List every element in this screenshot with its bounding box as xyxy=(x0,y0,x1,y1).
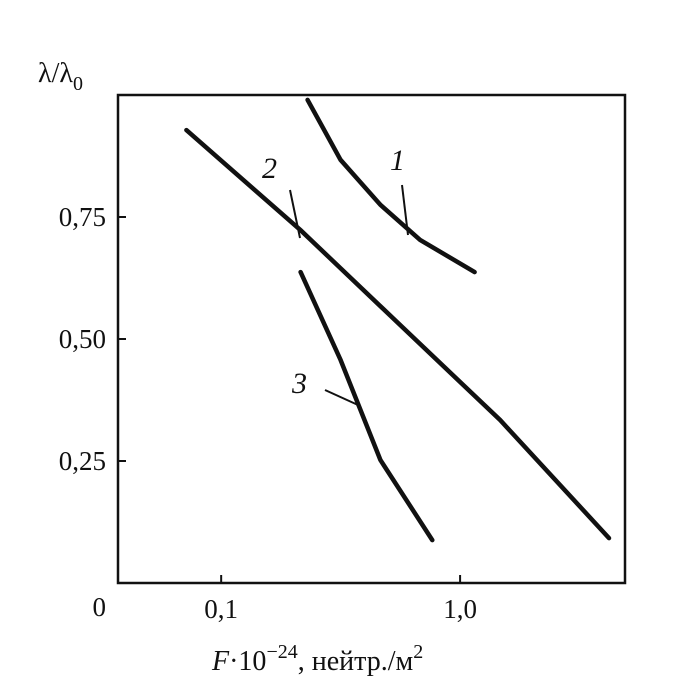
x-axis-label: F·10−24, нейтр./м2 xyxy=(211,641,423,677)
y-tick-label: 0 xyxy=(93,592,107,622)
x-tick-label: 0,1 xyxy=(204,594,238,624)
x-label-sup: −24 xyxy=(266,641,297,663)
series-label: 1 xyxy=(390,144,405,177)
y-label-sub: 0 xyxy=(73,73,83,95)
y-label-main: λ/λ xyxy=(38,58,73,89)
line-series xyxy=(184,127,612,541)
y-axis-label: λ/λ0 xyxy=(38,58,83,95)
x-tick-label: 1,0 xyxy=(443,594,477,624)
series-label: 3 xyxy=(291,367,307,400)
x-label-var: F xyxy=(211,646,230,677)
leader-line xyxy=(324,389,359,406)
y-tick-label: 0,25 xyxy=(59,446,106,476)
series-label: 2 xyxy=(262,152,277,185)
y-tick-label: 0,50 xyxy=(59,324,106,354)
line-series xyxy=(305,97,477,275)
line-series xyxy=(298,269,435,543)
y-tick-label: 0,75 xyxy=(59,202,106,232)
x-label-main: ·10 xyxy=(229,646,266,677)
x-label-sup: 2 xyxy=(413,641,423,663)
plot-frame xyxy=(116,93,627,585)
x-label-unit: , нейтр./м xyxy=(298,646,414,677)
